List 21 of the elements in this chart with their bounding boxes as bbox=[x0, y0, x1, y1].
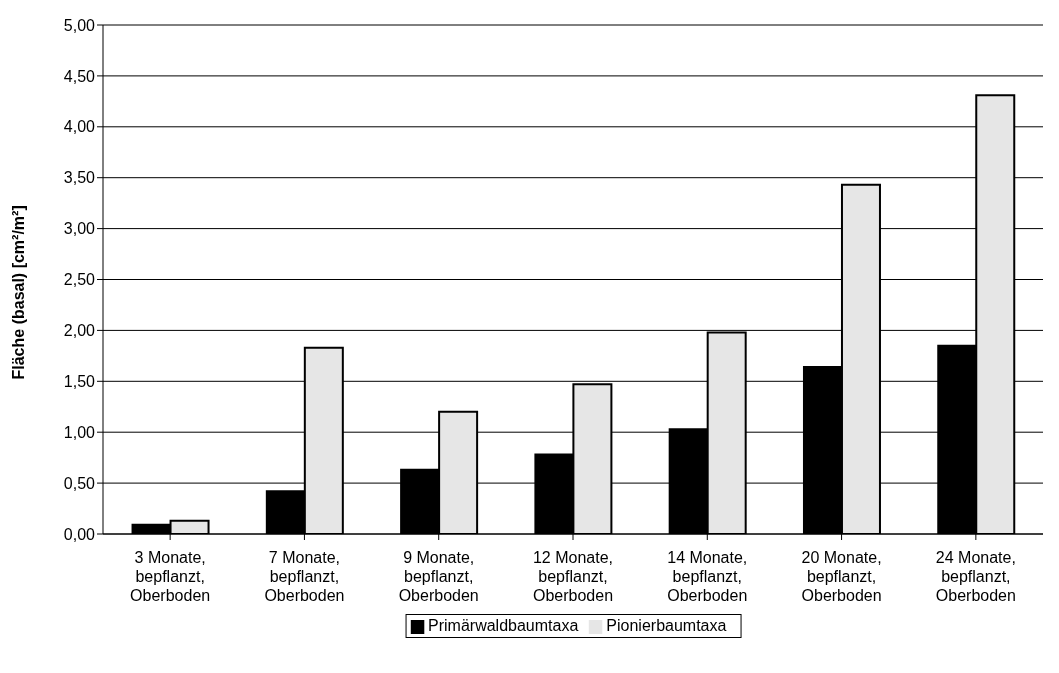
y-tick-label: 2,50 bbox=[63, 271, 96, 289]
y-tick-label: 4,00 bbox=[63, 118, 96, 136]
x-tick-label: 20 Monate, bepflanzt, Oberboden bbox=[801, 548, 882, 605]
y-tick-label: 0,50 bbox=[63, 474, 96, 492]
y-tick-label: 3,50 bbox=[63, 169, 96, 187]
y-tick-label: 2,00 bbox=[63, 322, 96, 340]
y-axis-title: Fläche (basal) [cm²/m²] bbox=[9, 205, 27, 380]
y-tick-label: 1,00 bbox=[63, 423, 96, 441]
x-tick-label: 12 Monate, bepflanzt, Oberboden bbox=[532, 548, 614, 605]
x-tick-label: 7 Monate, bepflanzt, Oberboden bbox=[264, 548, 345, 605]
x-tick-label: 3 Monate, bepflanzt, Oberboden bbox=[130, 548, 211, 605]
x-tick-label: 14 Monate, bepflanzt, Oberboden bbox=[667, 548, 748, 605]
y-tick-label: 0,00 bbox=[63, 525, 96, 543]
x-tick-label: 9 Monate, bepflanzt, Oberboden bbox=[398, 548, 479, 605]
legend-label: Primärwaldbaumtaxa bbox=[428, 617, 579, 634]
y-tick-label: 3,00 bbox=[63, 220, 96, 238]
y-tick-label: 5,00 bbox=[63, 16, 96, 34]
y-tick-label: 1,50 bbox=[63, 372, 96, 390]
y-tick-label: 4,50 bbox=[63, 67, 96, 85]
x-tick-label: 24 Monate, bepflanzt, Oberboden bbox=[935, 548, 1016, 605]
legend-label: Pionierbaumtaxa bbox=[606, 617, 727, 634]
